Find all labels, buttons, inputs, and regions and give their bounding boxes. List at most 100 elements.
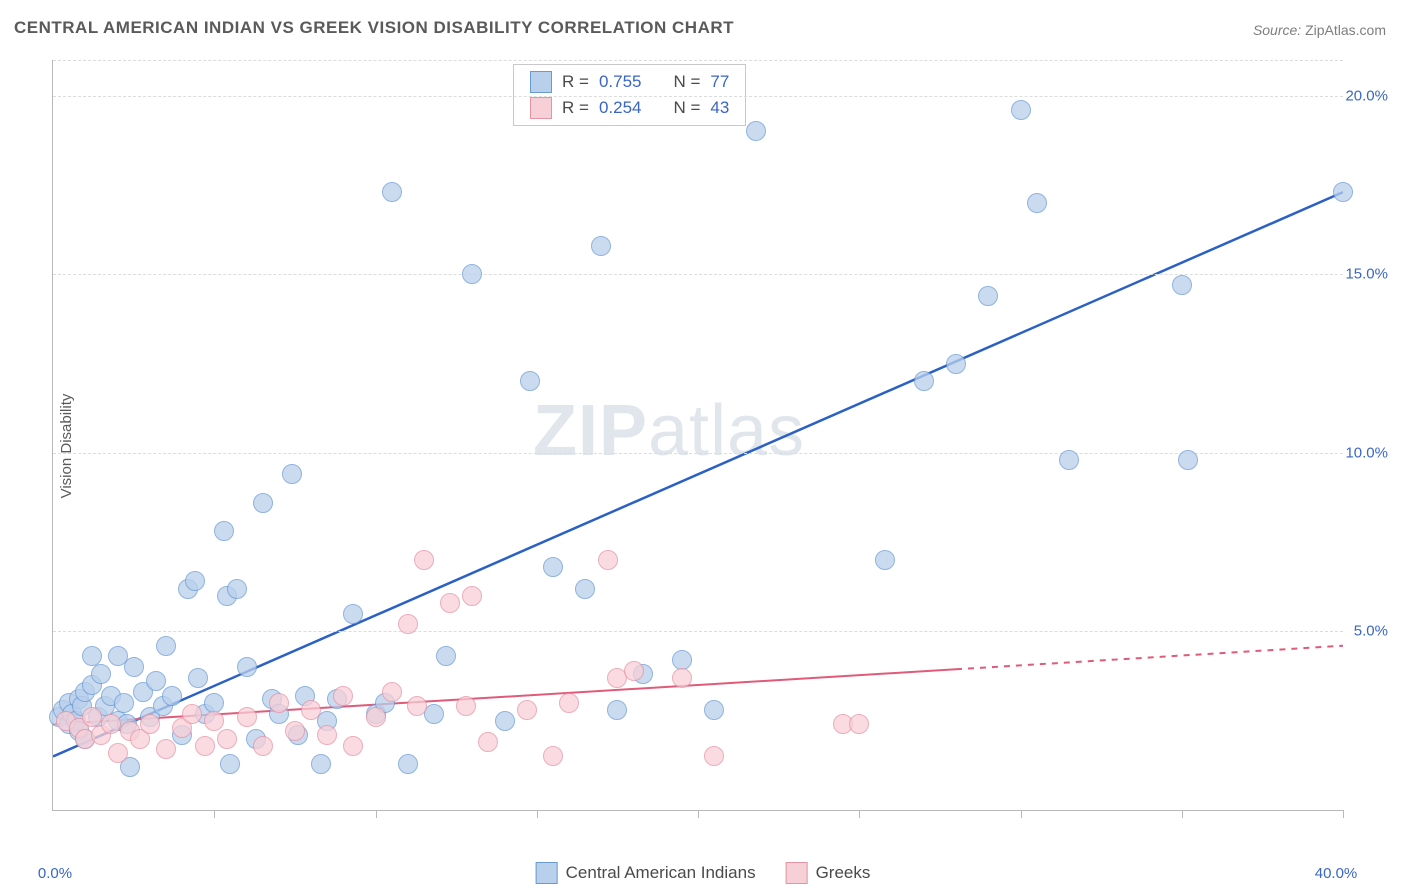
data-point-a — [146, 671, 166, 691]
data-point-a — [282, 464, 302, 484]
swatch-b-icon — [786, 862, 808, 884]
n-value-a: 77 — [710, 72, 729, 92]
data-point-b — [517, 700, 537, 720]
data-point-b — [598, 550, 618, 570]
data-point-a — [82, 646, 102, 666]
x-tick — [1343, 810, 1344, 818]
data-point-a — [382, 182, 402, 202]
data-point-b — [237, 707, 257, 727]
data-point-a — [1333, 182, 1353, 202]
data-point-a — [156, 636, 176, 656]
x-tick — [214, 810, 215, 818]
data-point-a — [185, 571, 205, 591]
x-tick — [376, 810, 377, 818]
data-point-b — [285, 721, 305, 741]
legend-label-a: Central American Indians — [566, 863, 756, 883]
data-point-a — [462, 264, 482, 284]
data-point-a — [214, 521, 234, 541]
data-point-b — [398, 614, 418, 634]
data-point-a — [237, 657, 257, 677]
chart-title: CENTRAL AMERICAN INDIAN VS GREEK VISION … — [14, 18, 734, 38]
source-attribution: Source: ZipAtlas.com — [1253, 22, 1386, 38]
data-point-b — [333, 686, 353, 706]
data-point-a — [575, 579, 595, 599]
x-tick — [859, 810, 860, 818]
legend-label-b: Greeks — [816, 863, 871, 883]
data-point-b — [414, 550, 434, 570]
x-tick-40: 40.0% — [1315, 865, 1358, 882]
data-point-b — [108, 743, 128, 763]
data-point-b — [478, 732, 498, 752]
data-point-b — [253, 736, 273, 756]
data-point-a — [114, 693, 134, 713]
y-tick-label: 5.0% — [1354, 623, 1388, 640]
data-point-b — [407, 696, 427, 716]
data-point-a — [162, 686, 182, 706]
data-point-a — [124, 657, 144, 677]
data-point-b — [101, 714, 121, 734]
data-point-a — [1011, 100, 1031, 120]
data-point-a — [188, 668, 208, 688]
data-point-b — [195, 736, 215, 756]
gridline-h — [53, 274, 1343, 275]
data-point-b — [182, 704, 202, 724]
r-value-a: 0.755 — [599, 72, 642, 92]
data-point-a — [1172, 275, 1192, 295]
n-value-b: 43 — [710, 98, 729, 118]
data-point-a — [436, 646, 456, 666]
r-label: R = — [562, 72, 589, 92]
swatch-a-icon — [530, 71, 552, 93]
y-tick-label: 10.0% — [1345, 444, 1388, 461]
data-point-a — [520, 371, 540, 391]
data-point-b — [849, 714, 869, 734]
n-label: N = — [673, 72, 700, 92]
data-point-a — [1027, 193, 1047, 213]
data-point-b — [462, 586, 482, 606]
x-tick — [698, 810, 699, 818]
trend-lines-layer — [53, 60, 1343, 810]
swatch-a-icon — [536, 862, 558, 884]
data-point-b — [543, 746, 563, 766]
data-point-b — [366, 707, 386, 727]
series-legend: Central American Indians Greeks — [536, 862, 871, 884]
data-point-a — [1178, 450, 1198, 470]
legend-item-b: Greeks — [786, 862, 871, 884]
gridline-h — [53, 60, 1343, 61]
x-tick-0: 0.0% — [38, 865, 72, 882]
data-point-b — [204, 711, 224, 731]
data-point-a — [220, 754, 240, 774]
data-point-a — [543, 557, 563, 577]
x-tick — [1021, 810, 1022, 818]
data-point-a — [311, 754, 331, 774]
data-point-b — [382, 682, 402, 702]
corr-row-a: R = 0.755 N = 77 — [514, 69, 745, 95]
data-point-b — [301, 700, 321, 720]
legend-item-a: Central American Indians — [536, 862, 756, 884]
data-point-a — [946, 354, 966, 374]
r-label: R = — [562, 98, 589, 118]
data-point-b — [559, 693, 579, 713]
data-point-a — [875, 550, 895, 570]
r-value-b: 0.254 — [599, 98, 642, 118]
swatch-b-icon — [530, 97, 552, 119]
data-point-a — [978, 286, 998, 306]
gridline-h — [53, 631, 1343, 632]
plot-area: ZIPatlas R =0.755N =77R =0.254N =43 — [52, 60, 1343, 811]
data-point-a — [398, 754, 418, 774]
data-point-a — [253, 493, 273, 513]
gridline-h — [53, 453, 1343, 454]
data-point-a — [91, 664, 111, 684]
data-point-a — [227, 579, 247, 599]
data-point-b — [269, 693, 289, 713]
data-point-b — [343, 736, 363, 756]
gridline-h — [53, 96, 1343, 97]
data-point-b — [317, 725, 337, 745]
data-point-b — [440, 593, 460, 613]
data-point-a — [495, 711, 515, 731]
data-point-b — [217, 729, 237, 749]
data-point-a — [343, 604, 363, 624]
data-point-b — [140, 714, 160, 734]
data-point-a — [746, 121, 766, 141]
data-point-b — [672, 668, 692, 688]
y-tick-label: 15.0% — [1345, 266, 1388, 283]
